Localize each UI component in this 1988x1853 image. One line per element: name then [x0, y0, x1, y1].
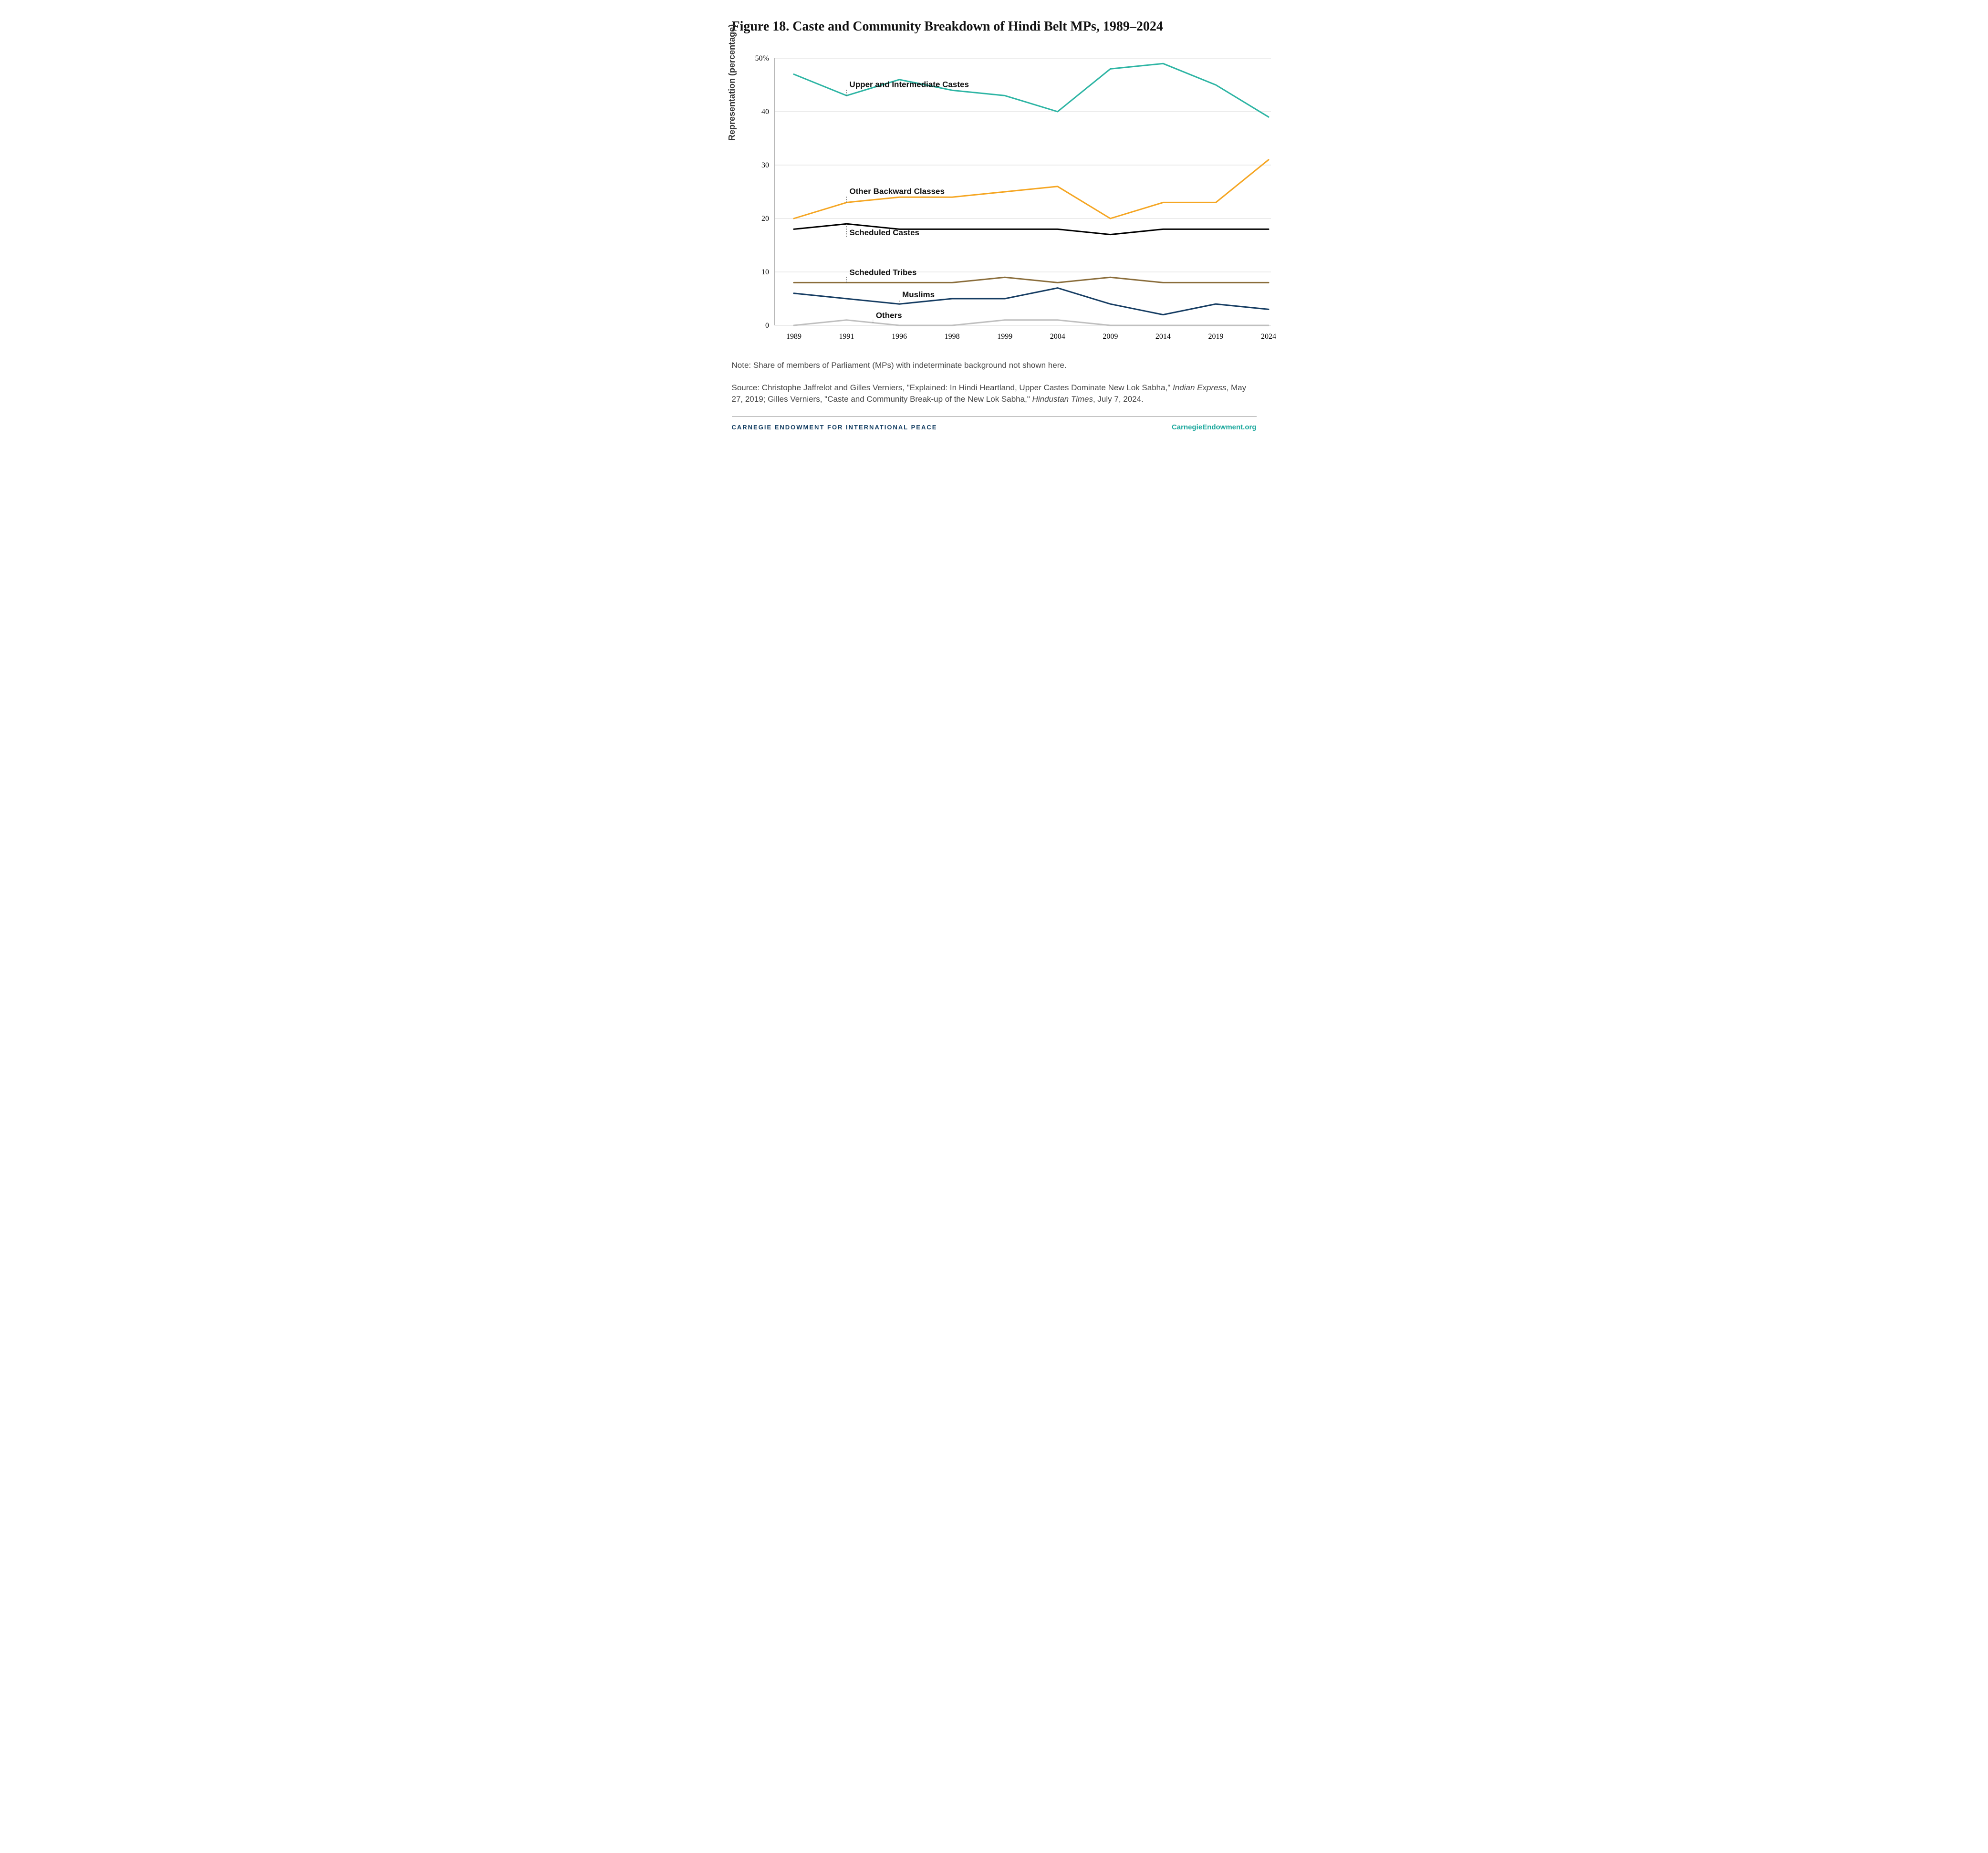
y-tick-label: 0: [765, 322, 769, 330]
line-chart: 0 10 20 30 40 50% 1989 1991 1996 1998 1999 2004 2009…: [732, 49, 1280, 349]
source-ital-2: Hindustan Times: [1032, 395, 1093, 404]
y-tick-label: 40: [761, 108, 769, 116]
x-tick-label: 1996: [892, 333, 907, 341]
series-label-st: Scheduled Tribes: [849, 268, 916, 277]
chart-title: Figure 18. Caste and Community Breakdown…: [732, 19, 1257, 34]
series-label-sc: Scheduled Castes: [849, 228, 919, 237]
series-label-upper: Upper and Intermediate Castes: [849, 80, 968, 89]
series-label-oth: Others: [875, 311, 902, 320]
note-text: Note: Share of members of Parliament (MP…: [732, 360, 1257, 372]
x-tick-label: 2024: [1261, 333, 1276, 341]
x-tick-label: 1998: [944, 333, 959, 341]
y-tick-label: 50%: [755, 54, 769, 62]
x-tick-label: 1991: [839, 333, 854, 341]
x-tick-label: 2009: [1103, 333, 1118, 341]
y-tick-label: 10: [761, 268, 769, 276]
x-tick-label: 2014: [1155, 333, 1170, 341]
source-text: Source: Christophe Jaffrelot and Gilles …: [732, 382, 1257, 406]
x-tick-label: 1999: [997, 333, 1012, 341]
footer-org: CARNEGIE ENDOWMENT FOR INTERNATIONAL PEA…: [732, 424, 937, 431]
y-axis-label: Representation (percentage): [727, 24, 737, 141]
y-tick-label: 20: [761, 215, 769, 223]
source-prefix: Source: Christophe Jaffrelot and Gilles …: [732, 383, 1173, 392]
footer: CARNEGIE ENDOWMENT FOR INTERNATIONAL PEA…: [732, 423, 1257, 431]
chart-container: Representation (percentage) 01020304050%…: [732, 49, 1257, 349]
x-tick-label: 2004: [1050, 333, 1065, 341]
series-label-mus: Muslims: [902, 290, 935, 299]
x-tick-label: 2019: [1208, 333, 1223, 341]
x-tick-label: 1989: [786, 333, 801, 341]
source-tail: , July 7, 2024.: [1093, 395, 1144, 404]
footer-site: CarnegieEndowment.org: [1172, 423, 1257, 431]
source-ital-1: Indian Express: [1173, 383, 1226, 392]
y-tick-label: 30: [761, 161, 769, 169]
series-label-obc: Other Backward Classes: [849, 187, 944, 196]
